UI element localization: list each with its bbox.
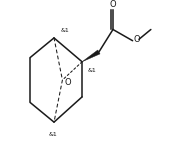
Text: &1: &1 bbox=[88, 68, 96, 73]
Text: &1: &1 bbox=[48, 132, 57, 137]
Text: O: O bbox=[134, 35, 140, 44]
Text: O: O bbox=[64, 78, 71, 87]
Text: &1: &1 bbox=[61, 28, 70, 33]
Text: O: O bbox=[110, 0, 116, 9]
Polygon shape bbox=[82, 50, 100, 62]
